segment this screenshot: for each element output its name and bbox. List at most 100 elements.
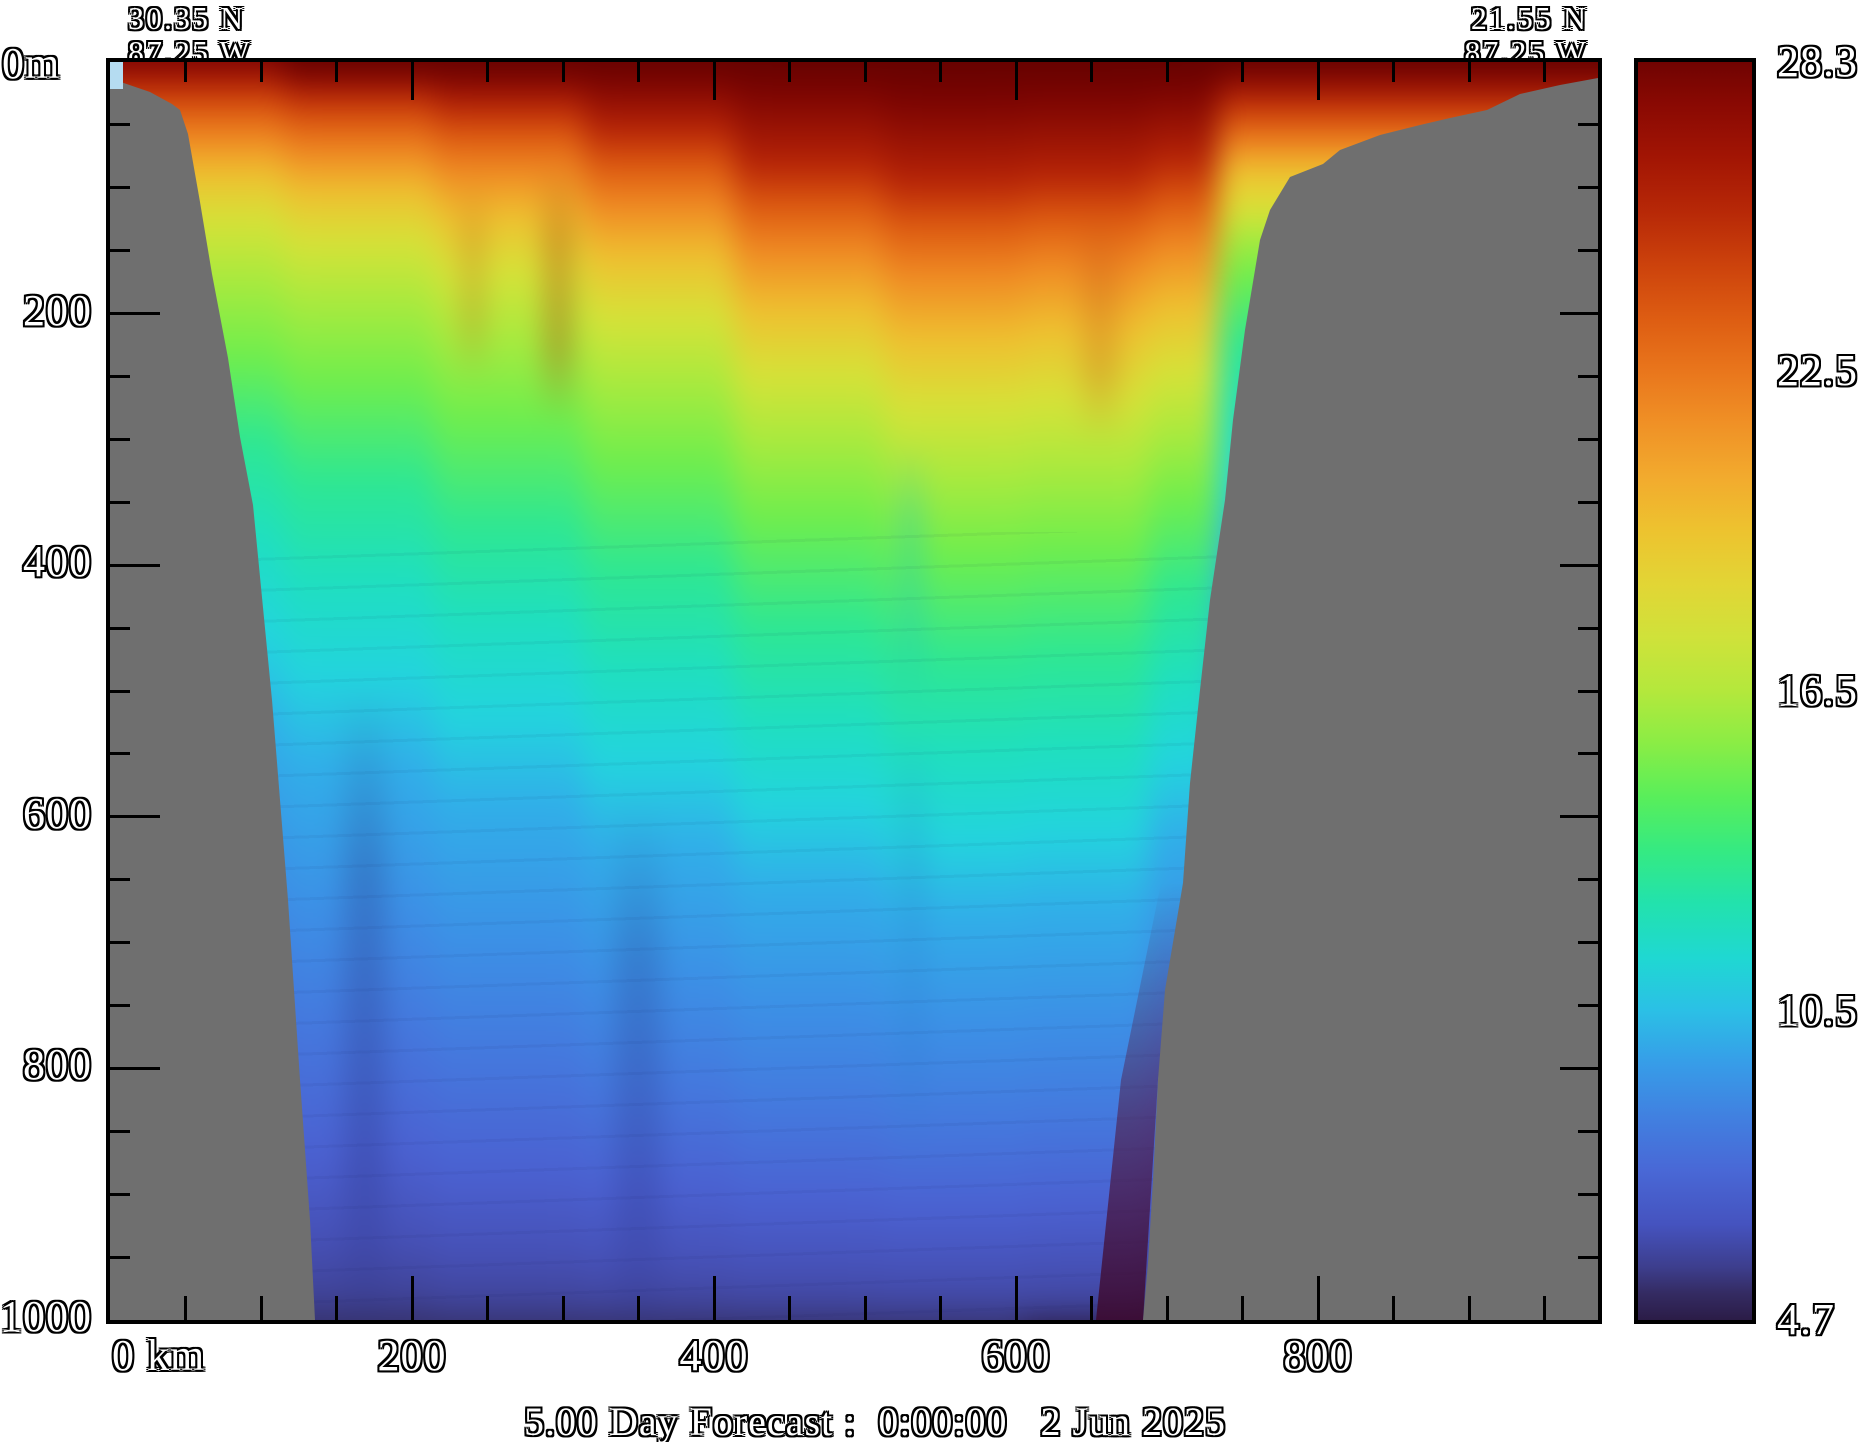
axis-tick — [1578, 941, 1598, 945]
axis-tick — [712, 1276, 716, 1320]
axis-tick — [1392, 62, 1395, 82]
axis-tick — [1560, 1066, 1598, 1070]
axis-tick — [110, 941, 130, 945]
colorbar-gradient — [1638, 62, 1752, 1320]
colorbar-label: 22.5 — [1777, 346, 1858, 396]
temperature-streak — [897, 722, 927, 1182]
x-axis-label: 600 — [981, 1331, 1051, 1380]
y-axis-label: 1000 — [0, 1292, 92, 1341]
temperature-streak — [464, 177, 482, 382]
y-axis-label: 200 — [23, 285, 92, 335]
field-column — [734, 62, 896, 1320]
axis-tick — [1090, 62, 1093, 82]
bathymetry-svg — [110, 78, 1598, 1320]
axis-tick — [110, 1066, 160, 1070]
section-start-latitude: 30.35 N — [128, 0, 246, 36]
surface-cool-patch — [110, 62, 123, 89]
colorbar-label: 10.5 — [1777, 985, 1858, 1035]
axis-tick — [1578, 1004, 1598, 1007]
axis-tick — [486, 62, 489, 82]
axis-tick — [1578, 878, 1598, 882]
axis-tick — [1578, 186, 1598, 190]
axis-tick — [863, 1296, 867, 1320]
axis-tick — [1578, 689, 1598, 693]
axis-tick — [561, 1296, 565, 1320]
temperature-streak — [897, 442, 923, 722]
axis-tick — [184, 62, 187, 82]
forecast-caption: 5.00 Day Forecast : 0:00:00 2 Jun 2025 — [523, 1399, 1227, 1442]
axis-tick — [1241, 62, 1244, 82]
axis-tick — [110, 1255, 130, 1259]
section-end-latitude: 21.55 N — [1470, 0, 1588, 36]
axis-tick — [110, 689, 130, 693]
axis-tick — [1578, 1192, 1598, 1196]
axis-tick — [1392, 1296, 1395, 1320]
axis-tick — [1578, 249, 1598, 253]
x-axis-label: 400 — [679, 1331, 749, 1380]
colorbar — [1634, 58, 1756, 1324]
temperature-streak — [1083, 202, 1117, 442]
colorbar-label: 28.3 — [1777, 37, 1858, 86]
axis-tick — [110, 752, 130, 756]
axis-tick — [1578, 437, 1598, 441]
axis-tick — [1560, 312, 1598, 316]
field-column — [434, 62, 596, 1320]
axis-tick — [110, 563, 160, 567]
axis-tick — [1578, 626, 1598, 630]
axis-tick — [259, 1296, 263, 1320]
axis-tick — [1165, 62, 1169, 82]
axis-tick — [410, 1276, 414, 1320]
colorbar-label: 16.5 — [1777, 666, 1858, 715]
axis-tick — [110, 437, 130, 441]
axis-tick — [335, 62, 338, 82]
axis-tick — [1014, 1276, 1018, 1320]
axis-tick — [1578, 752, 1598, 756]
axis-tick — [110, 249, 130, 253]
axis-tick — [1560, 815, 1598, 819]
bathymetry-left-slope — [110, 78, 315, 1320]
axis-tick — [863, 62, 867, 82]
axis-tick — [335, 1296, 338, 1320]
axis-tick — [637, 62, 640, 82]
axis-tick — [110, 1129, 130, 1133]
temperature-streak — [614, 802, 662, 1320]
axis-tick — [110, 1004, 130, 1007]
axis-tick — [110, 123, 130, 127]
colorbar-label: 4.7 — [1777, 1295, 1835, 1344]
x-axis-label: 0 km — [112, 1331, 206, 1380]
axis-tick — [1467, 62, 1471, 82]
axis-tick — [712, 62, 716, 100]
axis-tick — [110, 186, 130, 190]
bathymetry-right-slope — [1143, 78, 1598, 1320]
field-column — [584, 62, 746, 1320]
axis-tick — [259, 62, 263, 82]
y-axis-label: 0m — [2, 39, 61, 88]
axis-tick — [110, 312, 160, 316]
cold-wall-strip — [1096, 883, 1183, 1320]
axis-tick — [1560, 563, 1598, 567]
x-axis-label: 800 — [1283, 1331, 1353, 1380]
axis-tick — [1578, 500, 1598, 504]
axis-tick — [1467, 1296, 1471, 1320]
axis-tick — [110, 375, 130, 378]
axis-tick — [110, 1192, 130, 1196]
axis-tick — [788, 62, 791, 82]
field-column — [884, 62, 1036, 1320]
axis-tick — [110, 500, 130, 504]
axis-tick — [110, 626, 130, 630]
axis-tick — [1578, 123, 1598, 127]
axis-tick — [1578, 1129, 1598, 1133]
y-axis-label: 600 — [23, 788, 92, 838]
axis-tick — [939, 1296, 942, 1320]
x-axis-label: 200 — [377, 1331, 447, 1380]
axis-tick — [637, 1296, 640, 1320]
axis-tick — [1090, 1296, 1093, 1320]
axis-tick — [939, 62, 942, 82]
axis-tick — [184, 1296, 187, 1320]
axis-tick — [1014, 62, 1018, 100]
axis-tick — [788, 1296, 791, 1320]
axis-tick — [561, 62, 565, 82]
axis-tick — [1543, 1296, 1546, 1320]
y-axis-label: 800 — [23, 1040, 92, 1090]
axis-tick — [110, 878, 130, 882]
